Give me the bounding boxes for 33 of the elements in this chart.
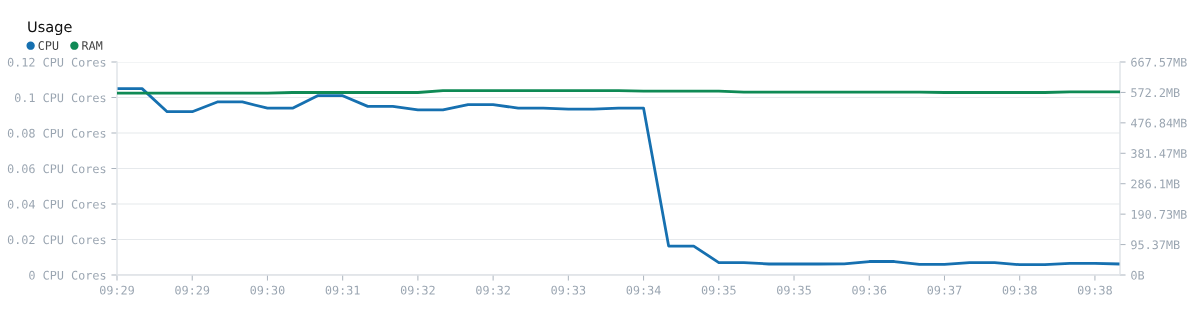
y-tick-label: 0.12 CPU Cores	[7, 57, 106, 67]
y-tick-label: 0.02 CPU Cores	[7, 235, 106, 245]
x-tick-label: 09:37	[927, 285, 962, 295]
y-tick-label: 0.1 CPU Cores	[14, 93, 106, 103]
y-tick-label: 0 CPU Cores	[29, 270, 106, 280]
x-tick-label: 09:31	[325, 285, 360, 295]
chart-title: Usage	[28, 21, 72, 36]
y2-tick-label: 190.73MB	[1131, 209, 1187, 219]
y2-tick-label: 667.57MB	[1131, 57, 1187, 67]
legend-label: CPU	[38, 41, 59, 50]
y-tick-label: 0.04 CPU Cores	[7, 199, 106, 209]
x-tick-label: 09:29	[175, 285, 210, 295]
line-series	[117, 87, 1120, 267]
y2-tick-label: 572.2MB	[1131, 88, 1180, 98]
x-tick-label: 09:32	[400, 285, 435, 295]
y2-tick-label: 95.37MB	[1131, 240, 1180, 250]
x-tick-label: 09:38	[1077, 285, 1112, 295]
x-tick-label: 09:30	[250, 285, 285, 295]
x-tick-label: 09:29	[100, 285, 134, 295]
y-tick-label: 0.06 CPU Cores	[7, 164, 106, 174]
x-tick-label: 09:35	[777, 285, 811, 295]
y2-tick-label: 0B	[1131, 270, 1145, 280]
y2-tick-label: 381.47MB	[1131, 149, 1187, 158]
legend-label: RAM	[82, 41, 103, 50]
x-tick-label: 09:34	[626, 285, 661, 295]
x-tick-label: 09:35	[701, 285, 736, 295]
y2-tick-label: 476.84MB	[1131, 118, 1187, 128]
x-tick-label: 09:32	[476, 285, 510, 295]
x-tick-label: 09:36	[852, 285, 887, 295]
x-tick-label: 09:33	[551, 285, 586, 295]
y-tick-label: 0.08 CPU Cores	[7, 128, 106, 138]
y2-tick-label: 286.1MB	[1131, 179, 1180, 189]
x-tick-label: 09:38	[1002, 285, 1037, 295]
